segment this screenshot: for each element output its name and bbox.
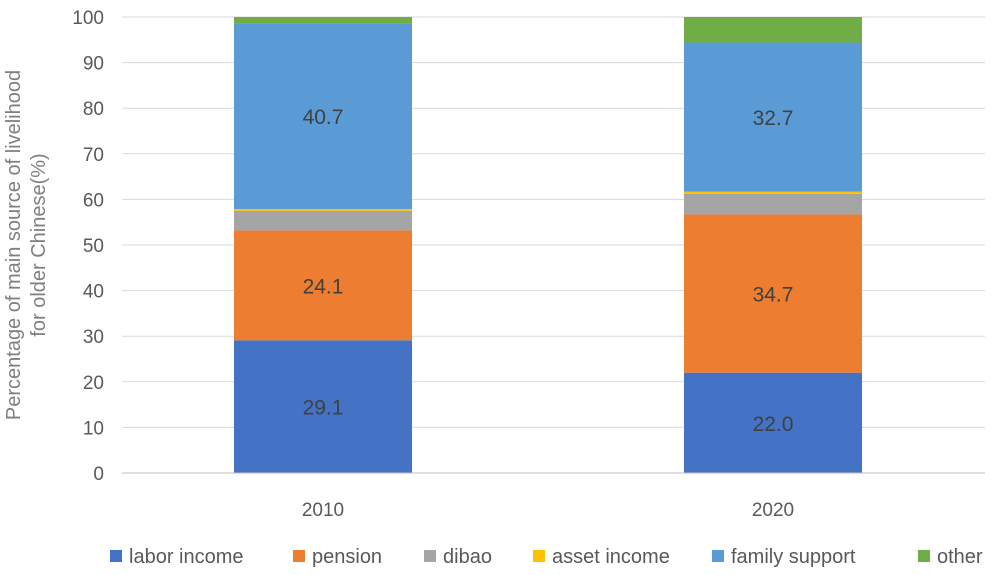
legend-label-family-support: family support [731, 546, 856, 568]
legend-swatch-dibao [424, 550, 436, 562]
data-label-labor-income-2020: 22.0 [753, 413, 794, 436]
y-tick-label-10: 10 [83, 418, 104, 439]
legend-swatch-labor-income [110, 550, 122, 562]
bar-family-support-2020 [684, 42, 862, 192]
data-label-family-support-2010: 40.7 [303, 106, 344, 129]
y-axis-title-line-2: for older Chinese(%) [28, 153, 50, 336]
x-tick-label-2010: 2010 [302, 500, 344, 521]
data-label-pension-2020: 34.7 [753, 284, 794, 307]
y-axis-title-line-1: Percentage of main source of livelihood [3, 70, 25, 420]
y-tick-label-80: 80 [83, 99, 104, 120]
bar-dibao-2010 [234, 210, 412, 231]
bars [234, 17, 862, 473]
data-label-labor-income-2010: 29.1 [303, 397, 344, 420]
bar-labor-income-2010 [234, 340, 412, 473]
legend-label-asset-income: asset income [552, 546, 670, 568]
bar-labor-income-2020 [684, 372, 862, 473]
y-tick-label-0: 0 [93, 464, 104, 485]
bar-other-2020 [684, 17, 862, 43]
y-tick-label-50: 50 [83, 236, 104, 257]
bar-other-2010 [234, 17, 412, 24]
data-label-pension-2010: 24.1 [303, 275, 344, 298]
y-tick-label-100: 100 [72, 8, 104, 29]
y-tick-label-30: 30 [83, 327, 104, 348]
y-tick-label-60: 60 [83, 190, 104, 211]
y-tick-label-70: 70 [83, 145, 104, 166]
x-tick-label-2020: 2020 [752, 500, 794, 521]
y-tick-label-90: 90 [83, 54, 104, 75]
bar-family-support-2010 [234, 23, 412, 209]
legend-swatch-family-support [712, 550, 724, 562]
y-tick-label-20: 20 [83, 373, 104, 394]
bar-pension-2020 [684, 214, 862, 373]
data-labels: 29.1 22.0 24.1 34.7 40.7 32.7 [303, 106, 794, 436]
bar-pension-2010 [234, 230, 412, 341]
legend-swatch-pension [293, 550, 305, 562]
bar-asset-income-2010 [234, 208, 412, 211]
y-tick-label-40: 40 [83, 282, 104, 303]
legend-label-pension: pension [312, 546, 382, 568]
bar-asset-income-2020 [684, 191, 862, 194]
legend-swatch-other [918, 550, 930, 562]
bar-dibao-2020 [684, 193, 862, 215]
axes: 0 10 20 30 40 50 60 70 80 90 100 2010 2020 [72, 8, 985, 521]
data-label-family-support-2020: 32.7 [753, 107, 794, 130]
legend-label-labor-income: labor income [129, 546, 244, 568]
legend: labor income pension dibao asset income fami… [110, 546, 983, 568]
legend-label-other: other [937, 546, 983, 568]
legend-label-dibao: dibao [443, 546, 492, 568]
legend-swatch-asset-income [533, 550, 545, 562]
